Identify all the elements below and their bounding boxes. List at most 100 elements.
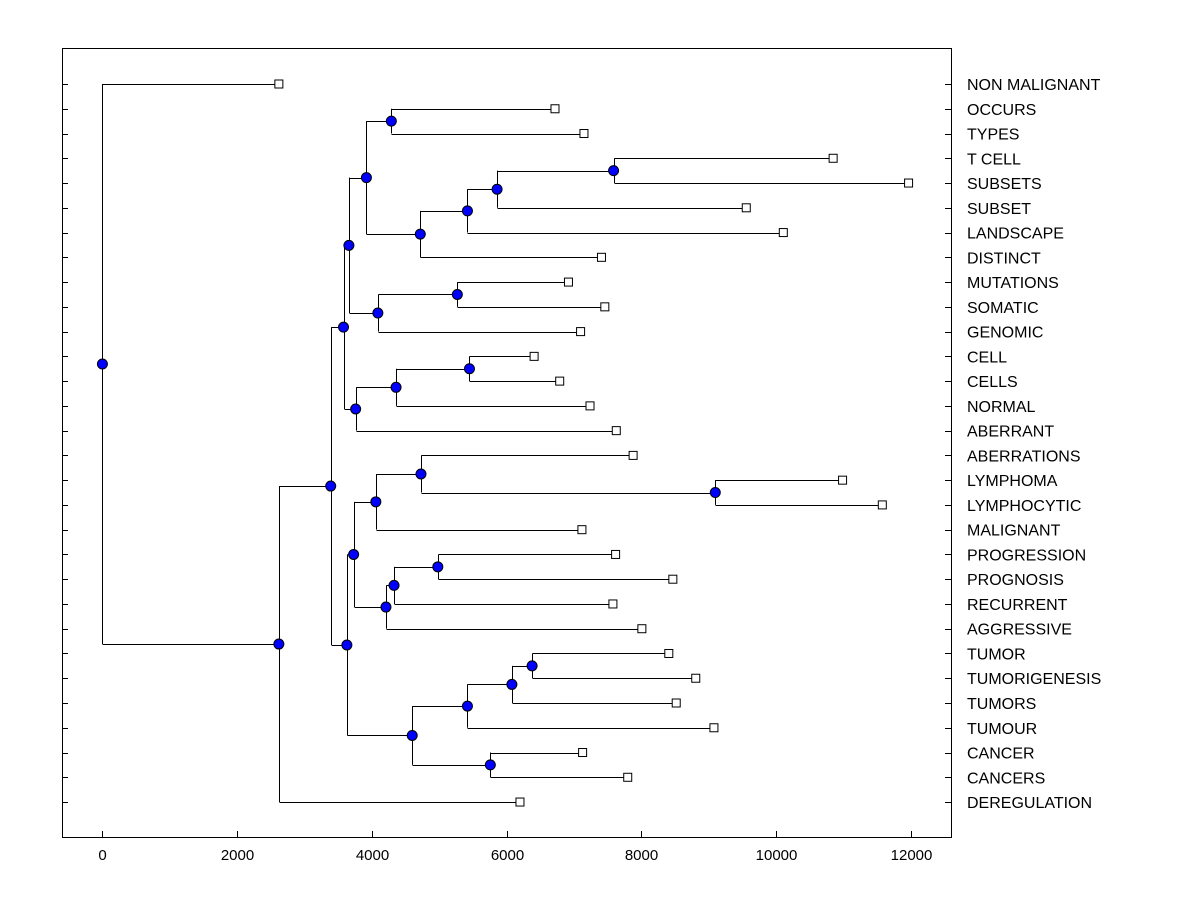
merge-node-marker	[491, 183, 503, 195]
leaf-label: TUMOUR	[967, 721, 1037, 738]
leaf-label: TYPES	[967, 127, 1019, 144]
leaf-marker	[709, 723, 719, 733]
merge-node-marker	[348, 548, 360, 560]
leaf-label: CANCER	[967, 746, 1035, 763]
leaf-marker	[608, 599, 618, 609]
merge-node-marker	[461, 700, 473, 712]
plot-frame	[62, 48, 952, 838]
axis-ticks	[62, 84, 951, 837]
leaf-marker	[596, 252, 606, 262]
leaf-label: MUTATIONS	[967, 275, 1059, 292]
merge-node-marker	[463, 363, 475, 375]
merge-node-marker	[273, 638, 285, 650]
leaf-marker	[664, 648, 674, 658]
merge-node-marker	[526, 660, 538, 672]
leaf-label: RECURRENT	[967, 597, 1068, 614]
leaf-marker	[838, 475, 848, 485]
merge-node-marker	[484, 759, 496, 771]
x-tick-label: 12000	[891, 847, 933, 864]
leaf-label: LANDSCAPE	[967, 226, 1064, 243]
merge-node-marker	[506, 678, 518, 690]
merge-node-marker	[372, 307, 384, 319]
merge-node-marker	[451, 288, 463, 300]
leaf-marker	[828, 153, 838, 163]
leaf-marker	[578, 748, 588, 758]
leaf-labels: NON MALIGNANT OCCURS TYPES T CELL SUBSETS SUB…	[967, 77, 1101, 812]
leaf-marker	[550, 104, 560, 114]
leaf-label: CELLS	[967, 374, 1018, 391]
leaf-label: TUMOR	[967, 646, 1026, 663]
leaf-marker	[691, 673, 701, 683]
leaf-marker	[577, 525, 587, 535]
leaf-marker	[671, 698, 681, 708]
merge-node-markers	[96, 115, 721, 771]
x-tick-label: 2000	[221, 847, 254, 864]
x-tick-label: 8000	[625, 847, 658, 864]
merge-node-marker	[432, 561, 444, 573]
merge-node-marker	[406, 729, 418, 741]
leaf-marker	[576, 327, 586, 337]
merge-node-marker	[360, 172, 372, 184]
dendrogram-branches	[102, 84, 909, 803]
leaf-label: TUMORIGENESIS	[967, 671, 1101, 688]
leaf-marker	[579, 129, 589, 139]
merge-node-marker	[343, 239, 355, 251]
leaf-marker	[563, 277, 573, 287]
leaf-marker	[555, 376, 565, 386]
merge-node-marker	[414, 228, 426, 240]
leaf-label: PROGNOSIS	[967, 572, 1064, 589]
leaf-label: ABERRANT	[967, 424, 1054, 441]
leaf-marker	[611, 549, 621, 559]
merge-node-marker	[338, 321, 350, 333]
leaf-label: SOMATIC	[967, 300, 1039, 317]
leaf-marker	[877, 500, 887, 510]
leaf-marker	[611, 426, 621, 436]
merge-node-marker	[341, 639, 353, 651]
x-tick-label: 10000	[756, 847, 798, 864]
leaf-marker	[274, 79, 284, 89]
leaf-marker	[515, 797, 525, 807]
leaf-label: CELL	[967, 349, 1007, 366]
leaf-marker	[668, 574, 678, 584]
leaf-marker	[904, 178, 914, 188]
merge-node-marker	[461, 205, 473, 217]
x-axis-tick-labels: 0 2000 4000 6000 8000 10000 12000	[98, 847, 932, 864]
leaf-label: T CELL	[967, 151, 1021, 168]
leaf-label: DEREGULATION	[967, 795, 1092, 812]
leaf-marker	[741, 203, 751, 213]
leaf-marker	[529, 351, 539, 361]
leaf-label: AGGRESSIVE	[967, 622, 1072, 639]
merge-node-marker	[388, 579, 400, 591]
merge-node-marker	[709, 487, 721, 499]
x-tick-label: 0	[98, 847, 106, 864]
x-tick-label: 6000	[491, 847, 524, 864]
leaf-label: LYMPHOMA	[967, 473, 1058, 490]
leaf-marker	[585, 401, 595, 411]
leaf-label: NORMAL	[967, 399, 1036, 416]
leaf-label: DISTINCT	[967, 250, 1041, 267]
merge-node-marker	[390, 381, 402, 393]
merge-node-marker	[608, 165, 620, 177]
merge-node-marker	[370, 496, 382, 508]
leaf-marker	[778, 228, 788, 238]
leaf-label: GENOMIC	[967, 325, 1043, 342]
leaf-label: SUBSETS	[967, 176, 1042, 193]
merge-node-marker	[96, 358, 108, 370]
leaf-marker	[623, 772, 633, 782]
leaf-label: TUMORS	[967, 696, 1036, 713]
leaf-label: CANCERS	[967, 770, 1045, 787]
leaf-markers	[274, 79, 914, 807]
leaf-label: ABERRATIONS	[967, 448, 1081, 465]
leaf-marker	[628, 450, 638, 460]
leaf-label: NON MALIGNANT	[967, 77, 1101, 94]
merge-node-marker	[380, 601, 392, 613]
merge-node-marker	[415, 468, 427, 480]
leaf-label: LYMPHOCYTIC	[967, 498, 1081, 515]
merge-node-marker	[325, 480, 337, 492]
leaf-marker	[600, 302, 610, 312]
leaf-label: MALIGNANT	[967, 523, 1061, 540]
x-tick-label: 4000	[356, 847, 389, 864]
merge-node-marker	[350, 403, 362, 415]
leaf-label: OCCURS	[967, 102, 1036, 119]
